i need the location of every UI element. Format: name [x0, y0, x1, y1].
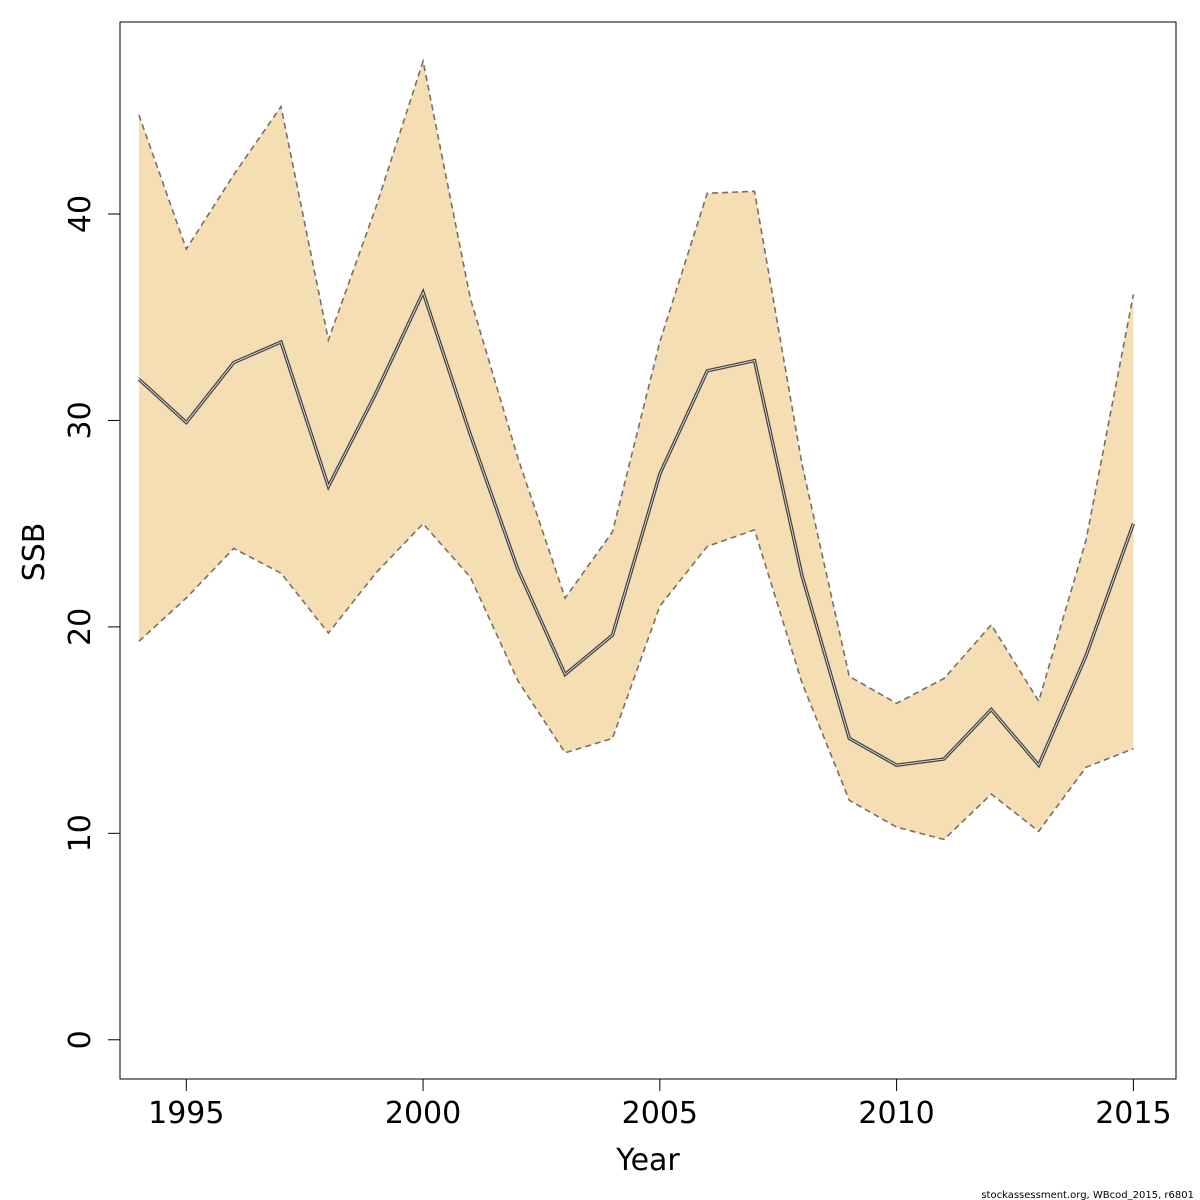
- x-tick-label: 2010: [858, 1096, 934, 1131]
- y-axis: 0 10 20 30 40: [63, 195, 120, 1049]
- plot-frame: [119, 21, 1177, 1080]
- y-tick-label: 40: [63, 195, 98, 233]
- lower-bound-line: [138, 522, 1134, 841]
- x-tick-label: 2000: [385, 1096, 461, 1131]
- y-tick-label: 30: [63, 401, 98, 439]
- footnote: stockassessment.org, WBcod_2015, r6801: [981, 1190, 1194, 1200]
- confidence-band-layer: [138, 61, 1134, 840]
- x-axis: 1995 2000 2005 2010 2015: [148, 1079, 1172, 1131]
- x-tick-label: 1995: [148, 1096, 224, 1131]
- upper-bound-line: [138, 58, 1135, 705]
- x-tick-label: 2015: [1095, 1096, 1171, 1131]
- y-tick-label: 20: [63, 608, 98, 646]
- y-axis-title: SSB: [17, 523, 52, 582]
- x-tick-label: 2005: [622, 1096, 698, 1131]
- y-tick-label: 0: [63, 1030, 98, 1049]
- series-line-layer: [137, 58, 1136, 841]
- x-axis-title: Year: [615, 1143, 680, 1178]
- confidence-band: [138, 61, 1134, 840]
- ssb-line: [138, 291, 1134, 766]
- y-tick-label: 10: [63, 814, 98, 852]
